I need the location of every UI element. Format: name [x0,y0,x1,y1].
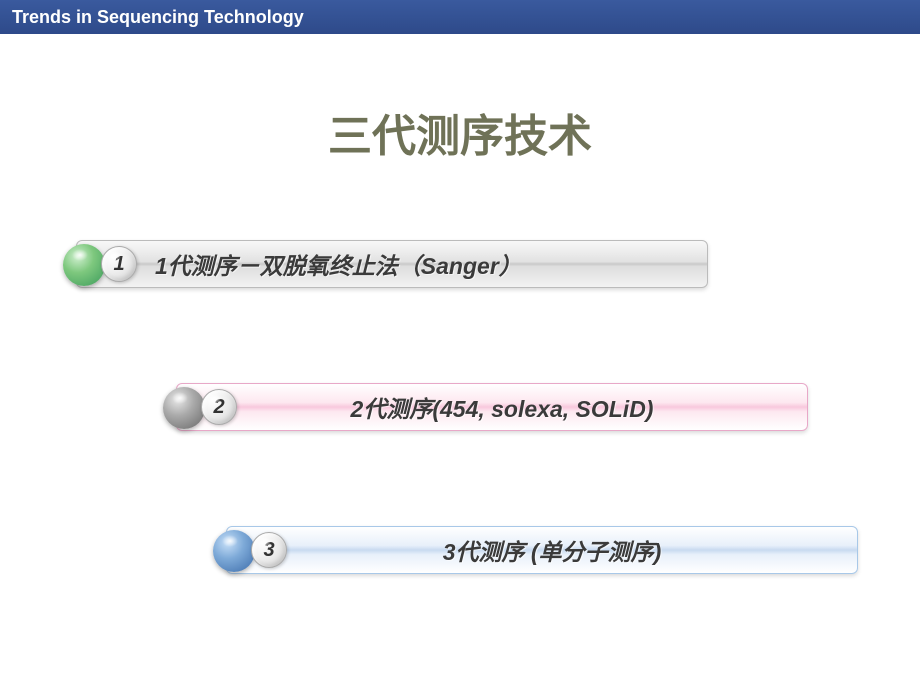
generation-item-2: 2 2代测序(454, solexa, SOLiD) [176,383,808,431]
slide-header: Trends in Sequencing Technology [0,0,920,34]
orb-icon-3 [213,530,255,572]
number-badge-2: 2 [201,389,237,425]
number-badge-3: 3 [251,532,287,568]
orb-icon-2 [163,387,205,429]
number-badge-1: 1 [101,246,137,282]
orb-icon-1 [63,244,105,286]
generation-item-1: 1 1代测序－双脱氧终止法（Sanger） [76,240,708,288]
item-label-3: 3代测序 (单分子测序) [287,533,857,567]
item-label-1: 1代测序－双脱氧终止法（Sanger） [137,247,707,281]
generation-item-3: 3 3代测序 (单分子测序) [226,526,858,574]
header-title: Trends in Sequencing Technology [12,7,304,28]
item-label-2: 2代测序(454, solexa, SOLiD) [237,390,807,424]
main-title: 三代测序技术 [0,100,920,164]
